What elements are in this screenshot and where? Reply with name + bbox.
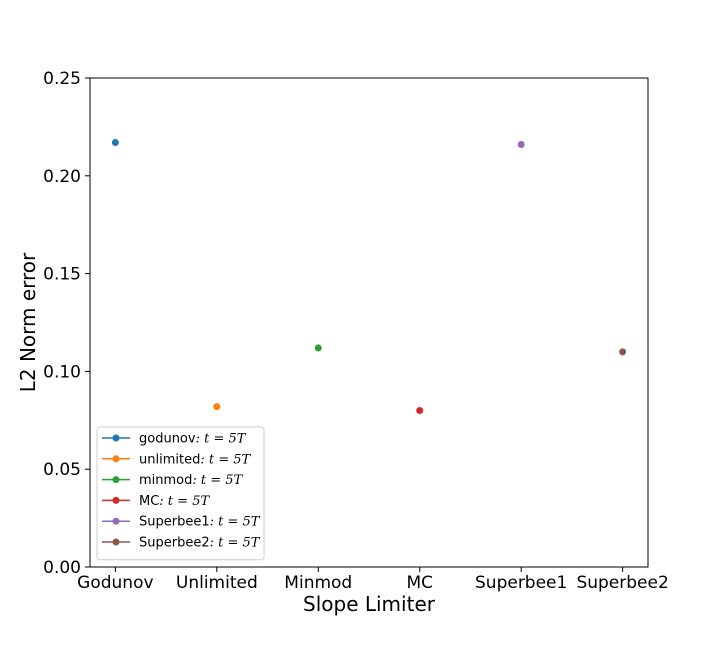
x-tick-label: Superbee1 bbox=[475, 573, 567, 593]
plot-area bbox=[111, 139, 627, 415]
legend-entry: MC: t = 5T bbox=[102, 494, 210, 509]
x-axis: Godunov Unlimited Minmod MC Superbee1 Superbe… bbox=[77, 567, 669, 593]
legend-series-name: Superbee2 bbox=[139, 536, 210, 551]
legend-label: unlimited: t = 5T bbox=[139, 452, 251, 467]
x-tick-label: Minmod bbox=[284, 573, 352, 593]
legend-series-name: MC bbox=[139, 494, 159, 509]
legend-series-name: minmod bbox=[139, 473, 192, 488]
legend-marker bbox=[112, 455, 120, 463]
legend-series-name: godunov bbox=[139, 432, 196, 447]
legend-marker bbox=[112, 434, 120, 442]
legend-label: Superbee2: t = 5T bbox=[139, 536, 261, 551]
legend-label: minmod: t = 5T bbox=[139, 473, 244, 488]
data-point-minmod bbox=[314, 344, 322, 352]
legend-time-label: : t = 5T bbox=[200, 452, 251, 467]
legend-marker bbox=[112, 476, 120, 484]
legend-marker bbox=[112, 517, 120, 525]
x-tick-label: Unlimited bbox=[176, 573, 258, 593]
legend-time-label: : t = 5T bbox=[210, 515, 261, 530]
legend-entry: Superbee1: t = 5T bbox=[102, 515, 261, 530]
legend-entry: minmod: t = 5T bbox=[102, 473, 244, 488]
data-point-superbee1 bbox=[517, 141, 525, 149]
legend-series-name: Superbee1 bbox=[139, 515, 210, 530]
data-point-godunov bbox=[111, 139, 119, 147]
legend-label: MC: t = 5T bbox=[139, 494, 210, 509]
legend-marker bbox=[112, 538, 120, 546]
y-tick-label: 0.25 bbox=[43, 69, 81, 89]
legend-time-label: : t = 5T bbox=[192, 473, 243, 488]
legend-time-label: : t = 5T bbox=[159, 494, 210, 509]
legend-time-label: : t = 5T bbox=[196, 432, 247, 447]
y-tick-label: 0.15 bbox=[43, 265, 81, 285]
data-point-unlimited bbox=[213, 403, 221, 411]
y-tick-label: 0.10 bbox=[43, 362, 81, 382]
legend-box bbox=[96, 426, 265, 561]
y-axis: 0.00 0.05 0.10 0.15 0.20 0.25 bbox=[43, 69, 90, 578]
legend-label: Superbee1: t = 5T bbox=[139, 515, 261, 530]
legend-series-name: unlimited bbox=[139, 452, 200, 467]
x-tick-label: Godunov bbox=[77, 573, 153, 593]
legend-entry: unlimited: t = 5T bbox=[102, 452, 251, 467]
x-tick-label: Superbee2 bbox=[576, 573, 668, 593]
legend-time-label: : t = 5T bbox=[210, 536, 261, 551]
x-tick-label: MC bbox=[406, 573, 433, 593]
y-tick-label: 0.20 bbox=[43, 167, 81, 187]
legend-entry: godunov: t = 5T bbox=[102, 432, 247, 447]
y-tick-label: 0.00 bbox=[43, 558, 81, 578]
legend-label: godunov: t = 5T bbox=[139, 432, 247, 447]
legend-marker bbox=[112, 496, 120, 504]
x-axis-title: Slope Limiter bbox=[303, 592, 436, 616]
data-point-mc bbox=[416, 407, 424, 415]
y-axis-title: L2 Norm error bbox=[16, 252, 40, 392]
y-tick-label: 0.05 bbox=[43, 460, 81, 480]
legend-entry: Superbee2: t = 5T bbox=[102, 536, 261, 551]
data-point-superbee2 bbox=[619, 348, 627, 356]
axes-frame bbox=[89, 77, 649, 568]
